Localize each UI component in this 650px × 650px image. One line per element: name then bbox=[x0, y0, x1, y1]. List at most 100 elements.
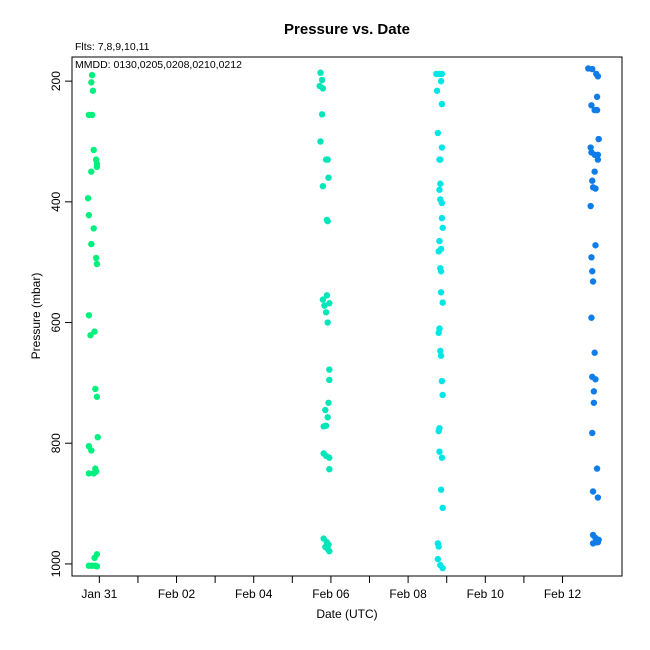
data-point bbox=[326, 454, 333, 461]
annotation-background bbox=[73, 58, 254, 71]
data-point bbox=[438, 214, 446, 222]
y-tick-label: 400 bbox=[49, 192, 63, 212]
data-point bbox=[588, 254, 595, 261]
data-point bbox=[594, 494, 602, 501]
data-point bbox=[92, 468, 100, 475]
data-point bbox=[321, 302, 328, 309]
dates-annotation: MMDD: 0130,0205,0208,0210,0212 bbox=[75, 59, 242, 71]
data-point bbox=[93, 260, 101, 268]
data-point bbox=[326, 376, 333, 384]
data-point bbox=[592, 376, 599, 383]
data-point bbox=[322, 309, 330, 316]
data-point bbox=[436, 448, 443, 455]
data-point bbox=[435, 427, 442, 435]
data-point bbox=[326, 465, 333, 473]
data-point bbox=[589, 268, 596, 275]
x-axis-label: Date (UTC) bbox=[316, 607, 377, 621]
data-point bbox=[438, 70, 446, 78]
data-point bbox=[88, 447, 95, 454]
data-point bbox=[437, 268, 445, 275]
data-point bbox=[434, 129, 442, 137]
data-point bbox=[587, 202, 594, 210]
data-point bbox=[435, 543, 442, 550]
data-point bbox=[593, 106, 601, 114]
data-point bbox=[437, 289, 445, 296]
axis-ticks: Jan 31 Feb 02 Feb 04 Feb 06 Feb 08 Feb 10 Feb … bbox=[49, 71, 582, 601]
data-point bbox=[88, 79, 95, 86]
data-point bbox=[90, 146, 97, 154]
data-point bbox=[437, 245, 445, 253]
data-point bbox=[438, 377, 446, 385]
data-point bbox=[87, 332, 94, 339]
flights-annotation: Flts: 7,8,9,10,11 bbox=[75, 41, 150, 53]
data-point bbox=[88, 71, 96, 79]
data-point bbox=[326, 366, 333, 373]
x-tick-label: Feb 12 bbox=[544, 587, 582, 601]
x-tick-label: Feb 08 bbox=[389, 587, 427, 601]
data-point bbox=[323, 292, 331, 299]
x-tick-label: Feb 04 bbox=[235, 587, 273, 601]
data-point bbox=[437, 156, 444, 163]
data-point bbox=[92, 385, 99, 393]
data-point bbox=[318, 76, 326, 84]
data-point bbox=[90, 225, 97, 232]
data-point bbox=[84, 195, 92, 202]
data-point bbox=[317, 69, 324, 76]
data-point bbox=[434, 555, 442, 563]
data-point bbox=[589, 488, 597, 495]
data-point bbox=[438, 454, 446, 461]
data-point bbox=[326, 300, 333, 307]
data-point bbox=[439, 391, 446, 399]
x-tick-label: Feb 06 bbox=[312, 587, 350, 601]
data-point bbox=[594, 73, 602, 80]
data-point bbox=[589, 540, 597, 547]
x-tick-label: Feb 10 bbox=[467, 587, 505, 601]
data-point bbox=[93, 163, 101, 171]
scatter-points bbox=[84, 64, 602, 572]
data-point bbox=[93, 563, 101, 570]
data-point bbox=[589, 177, 596, 184]
data-point bbox=[437, 352, 445, 359]
data-point bbox=[595, 135, 602, 143]
chart-title: Pressure vs. Date bbox=[284, 21, 410, 38]
data-point bbox=[319, 296, 327, 303]
data-point bbox=[439, 564, 446, 572]
data-point bbox=[438, 144, 446, 151]
data-point bbox=[92, 254, 100, 262]
data-point bbox=[439, 504, 446, 512]
data-point bbox=[89, 87, 97, 94]
data-point bbox=[324, 156, 331, 163]
data-point bbox=[317, 138, 324, 145]
data-point bbox=[437, 180, 444, 187]
data-point bbox=[436, 237, 443, 245]
data-point bbox=[439, 224, 446, 231]
data-point bbox=[85, 312, 93, 319]
data-point bbox=[91, 554, 98, 562]
data-point bbox=[318, 111, 326, 118]
data-point bbox=[94, 433, 101, 441]
y-tick-label: 1000 bbox=[49, 550, 63, 577]
data-point bbox=[589, 429, 596, 437]
data-point bbox=[588, 314, 595, 321]
data-point bbox=[587, 144, 594, 151]
y-tick-label: 200 bbox=[49, 71, 63, 91]
data-point bbox=[439, 299, 446, 306]
data-point bbox=[325, 174, 332, 181]
data-point bbox=[591, 349, 598, 356]
data-point bbox=[322, 406, 329, 414]
data-point bbox=[319, 85, 327, 92]
data-point bbox=[438, 100, 446, 108]
data-point bbox=[593, 465, 601, 472]
data-point bbox=[324, 319, 331, 326]
data-point bbox=[591, 168, 598, 175]
data-point bbox=[325, 399, 332, 406]
data-point bbox=[324, 217, 331, 225]
data-point bbox=[589, 278, 597, 285]
data-point bbox=[85, 470, 93, 477]
data-point bbox=[592, 185, 599, 192]
data-point bbox=[88, 168, 95, 175]
data-point bbox=[88, 111, 96, 119]
x-tick-label: Feb 02 bbox=[158, 587, 196, 601]
data-point bbox=[438, 199, 446, 207]
